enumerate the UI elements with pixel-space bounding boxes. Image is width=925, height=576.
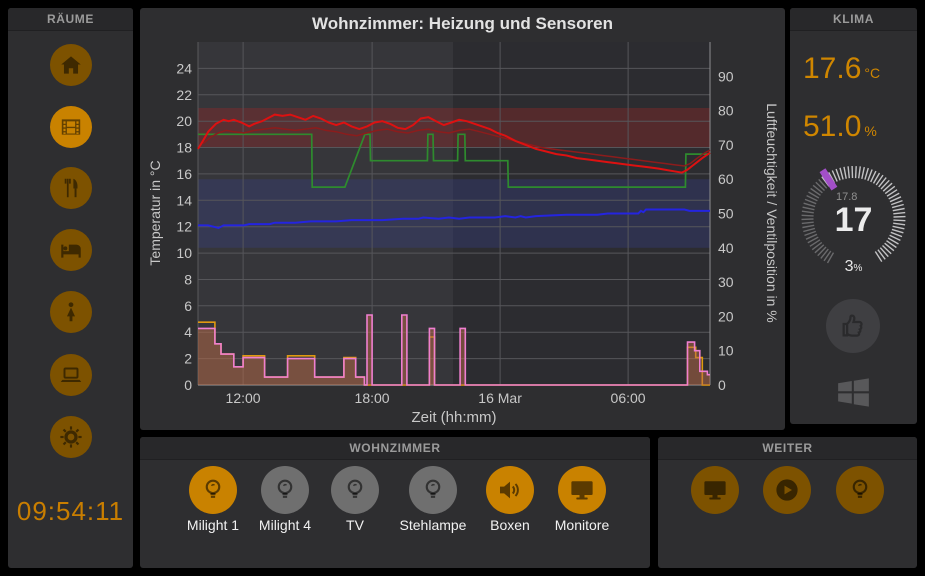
utensils-icon [64,178,78,198]
svg-text:4: 4 [184,324,192,340]
bulb-icon [205,479,221,498]
humidity-unit: % [864,123,877,139]
device-label: Stehlampe [399,517,467,533]
humidity-value: 51.0 [803,110,862,143]
sidebar-item-media[interactable] [50,106,92,148]
svg-text:40: 40 [718,240,734,256]
device-label: Monitore [554,517,610,533]
gear-icon [60,426,82,448]
svg-text:0: 0 [184,377,192,393]
speaker-icon [500,481,519,499]
person-icon [66,302,76,322]
weiter-play-button[interactable] [763,466,811,514]
svg-text:6: 6 [184,298,192,314]
wohnzimmer-title: WOHNZIMMER [140,437,650,460]
boost-button[interactable] [826,299,880,353]
sidebar-item-bathroom[interactable] [50,291,92,333]
thumbs-up-icon [842,314,863,337]
device-label: Milight 1 [186,517,240,533]
svg-text:20: 20 [718,308,734,324]
bulb-icon [277,479,293,498]
laptop-icon [60,367,82,383]
svg-text:14: 14 [176,192,192,208]
device-label: Boxen [490,517,530,533]
device-milight-4[interactable] [261,466,309,514]
klima-panel: KLIMA 17.6 °C 51.0% 17.8 17 3% [790,8,917,424]
temperature-unit: °C [864,65,881,81]
svg-text:16: 16 [176,166,192,182]
wohnzimmer-panel: WOHNZIMMER Milight 1 Milight 4 TV Stehla… [140,437,650,568]
svg-text:18:00: 18:00 [355,390,390,406]
monitor-icon [571,481,593,500]
svg-text:70: 70 [718,137,734,153]
svg-text:Temperatur in °C: Temperatur in °C [147,160,163,265]
sidebar-item-home[interactable] [50,44,92,86]
device-tv[interactable] [331,466,379,514]
bulb-icon [425,479,441,498]
svg-text:22: 22 [176,87,192,103]
svg-text:0: 0 [718,377,726,393]
chart-panel: 0 2 4 6 8 10 12 14 16 18 20 22 24 0 10 20 30 40 50 60 70 80 90… [140,8,785,430]
measured-temp-label: 17.8 [836,191,858,203]
svg-text:8: 8 [184,271,192,287]
bulb-icon [852,479,868,498]
device-label: Milight 4 [258,517,312,533]
device-stehlampe[interactable] [409,466,457,514]
svg-text:12: 12 [176,219,192,235]
temperature-value: 17.6 [803,52,862,85]
chart-title: Wohnzimmer: Heizung und Sensoren [312,14,613,33]
weiter-panel: WEITER [658,437,917,568]
clock: 09:54:11 [16,496,125,526]
sidebar-item-dining[interactable] [50,167,92,209]
setpoint-value: 17 [834,201,873,239]
svg-text:60: 60 [718,171,734,187]
bulb-icon [347,479,363,498]
svg-text:10: 10 [718,343,734,359]
svg-text:80: 80 [718,103,734,119]
weiter-title: WEITER [658,437,917,460]
svg-text:10: 10 [176,245,192,261]
rooms-sidebar: RÄUME 09:54:11 [8,8,133,568]
svg-text:50: 50 [718,206,734,222]
svg-text:20: 20 [176,113,192,129]
film-icon [61,119,81,135]
svg-text:Luftfeuchtigkeit / Ventilposit: Luftfeuchtigkeit / Ventilposition in % [764,103,780,322]
sidebar-item-settings[interactable] [50,416,92,458]
bed-icon [61,244,81,258]
device-milight-1[interactable] [189,466,237,514]
svg-text:30: 30 [718,274,734,290]
svg-text:18: 18 [176,140,192,156]
play-icon [776,479,798,501]
sidebar-title: RÄUME [8,8,133,31]
device-boxen[interactable] [486,466,534,514]
svg-text:90: 90 [718,68,734,84]
device-label: TV [346,517,364,533]
weiter-light-button[interactable] [836,466,884,514]
weiter-monitor-button[interactable] [691,466,739,514]
svg-text:16 Mar: 16 Mar [478,390,522,406]
svg-text:2: 2 [184,351,192,367]
sidebar-item-office[interactable] [50,354,92,396]
humidity-reading: 51.0% [803,110,877,144]
device-monitore[interactable] [558,466,606,514]
sidebar-item-bedroom[interactable] [50,229,92,271]
heating-sensors-chart: 0246810121416182022240102030405060708090… [147,42,780,426]
valve-position: 3% [844,258,863,275]
svg-text:Zeit (hh:mm): Zeit (hh:mm) [411,409,496,426]
monitor-icon [704,481,726,500]
windows-icon [838,378,869,407]
svg-text:24: 24 [176,60,192,76]
window-state-indicator [833,372,874,413]
svg-text:06:00: 06:00 [611,390,646,406]
svg-text:12:00: 12:00 [226,390,261,406]
klima-title: KLIMA [790,8,917,31]
temperature-reading: 17.6 °C [803,52,880,86]
home-icon [61,56,81,74]
